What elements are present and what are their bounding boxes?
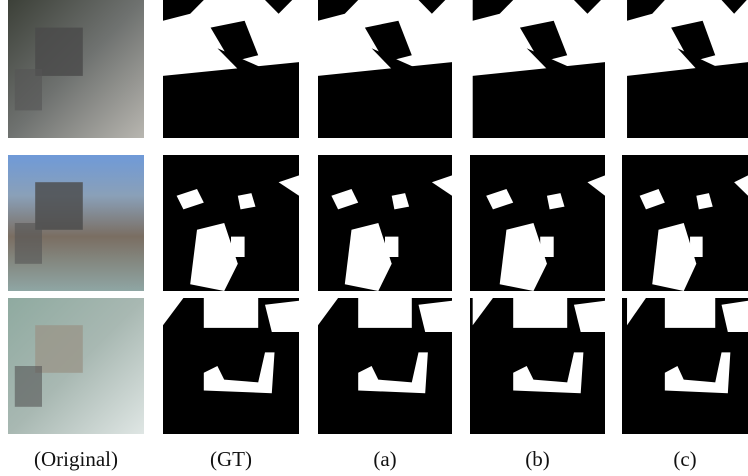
column-label: (c) (673, 447, 696, 471)
building (35, 325, 83, 373)
mask-image (163, 0, 299, 138)
mask-image (318, 155, 452, 291)
column-label: (GT) (210, 447, 252, 471)
mask-image (622, 0, 748, 138)
building (15, 223, 42, 264)
mask-region (690, 237, 703, 257)
column-label: (a) (373, 447, 396, 471)
column-label: (b) (525, 447, 550, 471)
mask-image (470, 298, 605, 434)
mask-region (665, 298, 715, 328)
building (35, 182, 83, 230)
image-grid (8, 0, 748, 434)
mask-image (318, 298, 452, 434)
mask-image (622, 155, 748, 291)
mask-image (470, 155, 605, 291)
mask-image (163, 298, 299, 434)
mask-image (622, 298, 748, 434)
column-label: (Original) (34, 447, 118, 471)
mask-region (540, 237, 554, 257)
building (15, 366, 42, 407)
mask-region (231, 237, 245, 257)
mask-region (513, 298, 567, 328)
column-labels: (Original) (GT) (a) (b) (c) (34, 447, 697, 471)
mask-image (318, 0, 452, 138)
original-image (8, 298, 144, 434)
mask-region (358, 298, 412, 328)
mask-image (163, 155, 299, 291)
original-image (8, 155, 144, 291)
building (35, 28, 83, 76)
mask-region (204, 298, 258, 328)
mask-image (470, 0, 605, 138)
mask-region (385, 237, 398, 257)
building (15, 69, 42, 110)
original-image (8, 0, 144, 138)
figure: (Original) (GT) (a) (b) (c) (0, 0, 748, 476)
